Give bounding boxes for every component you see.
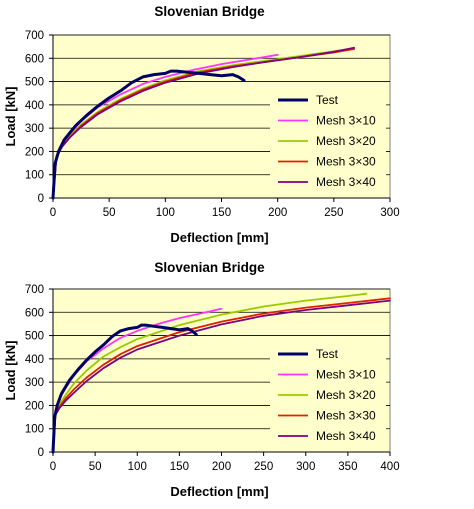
y-tick-label: 700	[25, 284, 44, 296]
series-line-mesh-3	[52, 297, 391, 453]
chart-title: Slovenian Bridge	[154, 4, 265, 19]
chart-2: Slovenian Bridge 0 100 200 300 400 500 600 700 0 5…	[3, 260, 400, 499]
legend-label: Mesh 3×10	[316, 368, 376, 382]
x-tick-label: 350	[338, 461, 357, 473]
chart-title: Slovenian Bridge	[154, 260, 265, 275]
x-tick-label: 400	[380, 461, 399, 473]
legend-label: Mesh 3×40	[316, 175, 376, 189]
x-tick-label: 150	[170, 461, 189, 473]
y-tick-label: 400	[25, 354, 44, 366]
y-tick-label: 600	[25, 307, 44, 319]
y-tick-label: 200	[25, 400, 44, 412]
y-tick-label: 100	[25, 424, 44, 436]
legend-label: Mesh 3×30	[316, 409, 376, 423]
y-tick-label: 200	[25, 146, 44, 158]
chart-1: Slovenian Bridge 0 100 200 300 400 500 600 700 0 5…	[3, 4, 400, 245]
x-tick-label: 100	[156, 207, 175, 219]
x-tick-label: 100	[128, 461, 147, 473]
x-tick-label: 200	[212, 461, 231, 473]
legend-label: Mesh 3×20	[316, 134, 376, 148]
series-line-mesh-2	[52, 292, 368, 453]
y-tick-label: 400	[25, 100, 44, 112]
y-axis-label: Load [kN]	[3, 87, 18, 147]
legend-label: Mesh 3×10	[316, 114, 376, 128]
x-tick-label: 50	[103, 207, 116, 219]
y-tick-label: 0	[38, 193, 44, 205]
x-tick-label: 0	[50, 461, 56, 473]
y-tick-label: 600	[25, 53, 44, 65]
legend-label: Mesh 3×40	[316, 429, 376, 443]
x-tick-label: 200	[268, 207, 287, 219]
x-tick-label: 50	[89, 461, 102, 473]
series-line-test	[51, 323, 198, 454]
legend-label: Test	[316, 93, 339, 107]
y-tick-label: 300	[25, 123, 44, 135]
x-tick-label: 250	[254, 461, 273, 473]
legend-label: Mesh 3×30	[316, 155, 376, 169]
x-tick-label: 150	[212, 207, 231, 219]
series-line-mesh-4	[52, 299, 391, 453]
y-tick-label: 500	[25, 77, 44, 89]
y-tick-label: 500	[25, 331, 44, 343]
y-axis-label: Load [kN]	[3, 341, 18, 401]
y-tick-label: 300	[25, 377, 44, 389]
series-line-test	[51, 69, 246, 200]
x-axis-label: Deflection [mm]	[170, 230, 268, 245]
x-tick-label: 0	[50, 207, 56, 219]
legend-label: Test	[316, 347, 339, 361]
x-axis-label: Deflection [mm]	[170, 484, 268, 499]
y-tick-label: 100	[25, 170, 44, 182]
x-tick-label: 250	[324, 207, 343, 219]
x-tick-label: 300	[380, 207, 399, 219]
y-tick-label: 0	[38, 447, 44, 459]
y-tick-label: 700	[25, 30, 44, 42]
legend-label: Mesh 3×20	[316, 388, 376, 402]
series-line-mesh-4	[52, 46, 355, 199]
x-tick-label: 300	[296, 461, 315, 473]
